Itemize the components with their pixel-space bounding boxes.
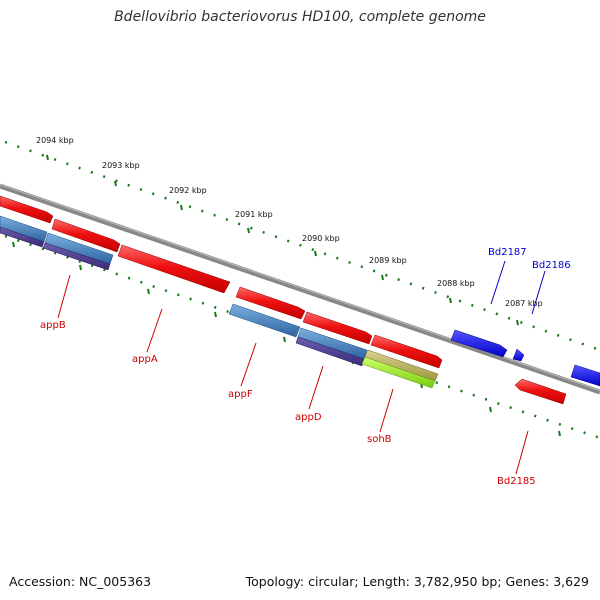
gene-label-appa: appA [132,354,158,365]
cds-arrow [235,286,306,320]
forward-cds-track [0,195,443,369]
feature-bar-blue [228,303,301,338]
ruler-label-2094: 2094 kbp [36,136,74,145]
cds-arrow [51,218,121,253]
ruler-label-2089: 2089 kbp [369,256,407,265]
gene-label-bd2187: Bd2187 [488,247,527,258]
gene-arrow-bd2185 [514,378,567,405]
ruler-label-2087: 2087 kbp [505,299,543,308]
cds-arrow [117,244,231,294]
feature-bar-purple [0,226,45,248]
gene-arrow-partial [570,364,600,387]
gene-arrow-bd2187 [450,329,508,358]
gene-label-appf: appF [228,389,253,400]
gene-label-appd: appD [295,412,322,423]
ruler-track-outer [4,140,600,352]
cds-arrow [302,311,373,345]
ruler-major-ticks [12,154,561,437]
gene-arrow-bd2186 [512,348,525,362]
gene-label-sohb: sohB [367,434,392,445]
feature-bar-purple [295,336,365,367]
gene-label-bd2185: Bd2185 [497,476,536,487]
map-title: Bdellovibrio bacteriovorus HD100, comple… [114,9,486,25]
label-leaders [57,260,546,475]
gene-label-appb: appB [40,320,66,331]
gene-label-bd2186: Bd2186 [532,260,571,271]
feature-bar-lime [361,356,436,389]
genome-summary-text: Topology: circular; Length: 3,782,950 bp… [245,574,589,589]
ruler-track-inner [4,234,600,440]
cds-arrow [0,195,54,224]
feature-bar-purple [42,242,111,271]
genome-backbone [0,183,600,395]
ruler-label-2092: 2092 kbp [169,186,207,195]
genome-backbone-highlight [0,184,600,391]
cds-arrow [370,334,443,369]
ruler-label-2093: 2093 kbp [102,161,140,170]
ruler-label-2090: 2090 kbp [302,234,340,243]
ruler-label-2088: 2088 kbp [437,279,475,288]
ruler-label-2091: 2091 kbp [235,210,273,219]
accession-text: Accession: NC_005363 [9,574,152,589]
